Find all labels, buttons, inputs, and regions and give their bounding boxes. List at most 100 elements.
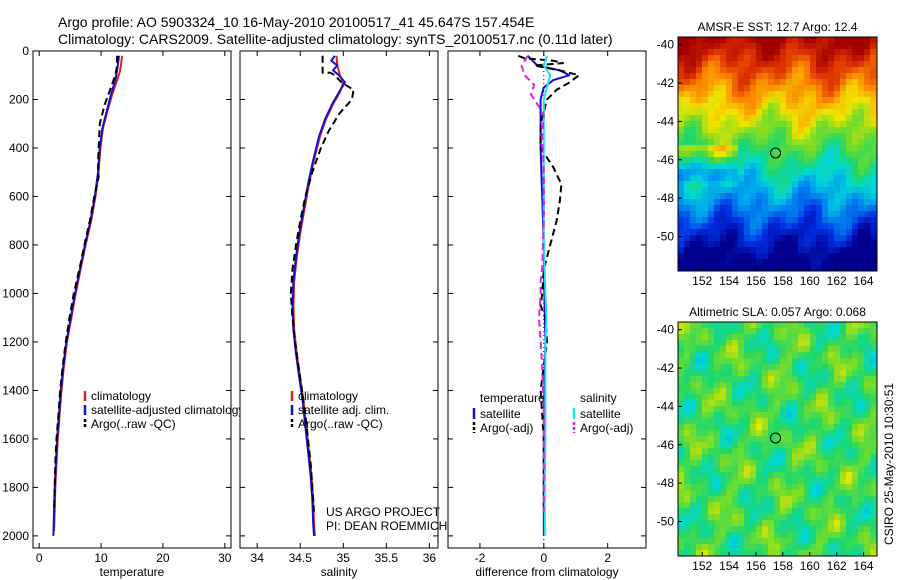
map-cell	[774, 235, 781, 242]
map-cell	[804, 259, 811, 266]
map-cell	[744, 466, 751, 473]
map-cell	[792, 388, 799, 395]
map-cell	[684, 538, 691, 545]
map-cell	[756, 412, 763, 419]
map-cell	[834, 460, 841, 467]
map-cell	[786, 109, 793, 116]
map-cell	[774, 79, 781, 86]
map-cell	[762, 79, 769, 86]
legend-entry: climatology	[298, 389, 358, 403]
x-tick-label: 158	[773, 559, 793, 573]
map-cell	[678, 526, 685, 533]
map-cell	[732, 514, 739, 521]
map-cell	[798, 91, 805, 98]
map-cell	[834, 382, 841, 389]
map-cell	[774, 502, 781, 509]
map-cell	[792, 253, 799, 260]
map-cell	[690, 484, 697, 491]
map-cell	[834, 217, 841, 224]
map-cell	[726, 175, 733, 182]
map-cell	[864, 181, 871, 188]
y-tick-label: 2000	[2, 529, 29, 543]
map-cell	[678, 382, 685, 389]
map-cell	[810, 67, 817, 74]
map-cell	[840, 241, 847, 248]
map-cell	[834, 193, 841, 200]
map-cell	[726, 115, 733, 122]
map-cell	[732, 139, 739, 146]
map-cell	[762, 187, 769, 194]
map-cell	[804, 454, 811, 461]
map-cell	[744, 175, 751, 182]
map-cell	[858, 418, 865, 425]
map-cell	[690, 61, 697, 68]
map-cell	[792, 526, 799, 533]
map-cell	[834, 412, 841, 419]
map-cell	[732, 328, 739, 335]
map-cell	[738, 538, 745, 545]
map-cell	[852, 67, 859, 74]
map-cell	[852, 43, 859, 50]
map-cell	[726, 211, 733, 218]
map-cell	[750, 346, 757, 353]
map-cell	[792, 376, 799, 383]
map-cell	[828, 145, 835, 152]
map-cell	[708, 388, 715, 395]
map-cell	[768, 454, 775, 461]
map-cell	[738, 352, 745, 359]
map-cell	[678, 175, 685, 182]
map-cell	[840, 484, 847, 491]
map-cell	[750, 358, 757, 365]
map-cell	[678, 253, 685, 260]
map-cell	[810, 448, 817, 455]
map-cell	[870, 370, 877, 377]
map-cell	[732, 382, 739, 389]
map-cell	[732, 169, 739, 176]
map-cell	[858, 115, 865, 122]
map-cell	[720, 139, 727, 146]
map-cell	[840, 175, 847, 182]
map-cell	[762, 199, 769, 206]
map-cell	[720, 169, 727, 176]
map-cell	[708, 472, 715, 479]
map-cell	[750, 328, 757, 335]
map-cell	[720, 550, 727, 557]
map-cell	[858, 151, 865, 158]
map-cell	[738, 466, 745, 473]
map-cell	[750, 442, 757, 449]
map-cell	[798, 169, 805, 176]
legend-entry: Argo(-adj)	[480, 421, 533, 435]
map-cell	[870, 340, 877, 347]
map-cell	[732, 376, 739, 383]
map-cell	[678, 73, 685, 80]
map-cell	[708, 370, 715, 377]
map-cell	[732, 484, 739, 491]
map-cell	[840, 490, 847, 497]
map-cell	[810, 211, 817, 218]
map-cell	[708, 352, 715, 359]
map-cell	[846, 265, 853, 272]
map-cell	[762, 436, 769, 443]
map-cell	[726, 328, 733, 335]
map-cell	[756, 484, 763, 491]
map-cell	[738, 370, 745, 377]
map-cell	[768, 502, 775, 509]
map-cell	[678, 430, 685, 437]
map-cell	[702, 358, 709, 365]
map-cell	[786, 97, 793, 104]
map-cell	[810, 169, 817, 176]
map-cell	[756, 205, 763, 212]
map-cell	[708, 109, 715, 116]
map-cell	[714, 55, 721, 62]
map-cell	[786, 526, 793, 533]
map-cell	[762, 370, 769, 377]
map-cell	[762, 43, 769, 50]
map-cell	[816, 85, 823, 92]
map-cell	[774, 412, 781, 419]
map-cell	[804, 235, 811, 242]
map-cell	[870, 265, 877, 272]
map-cell	[834, 97, 841, 104]
map-cell	[720, 430, 727, 437]
map-cell	[828, 532, 835, 539]
map-cell	[762, 145, 769, 152]
